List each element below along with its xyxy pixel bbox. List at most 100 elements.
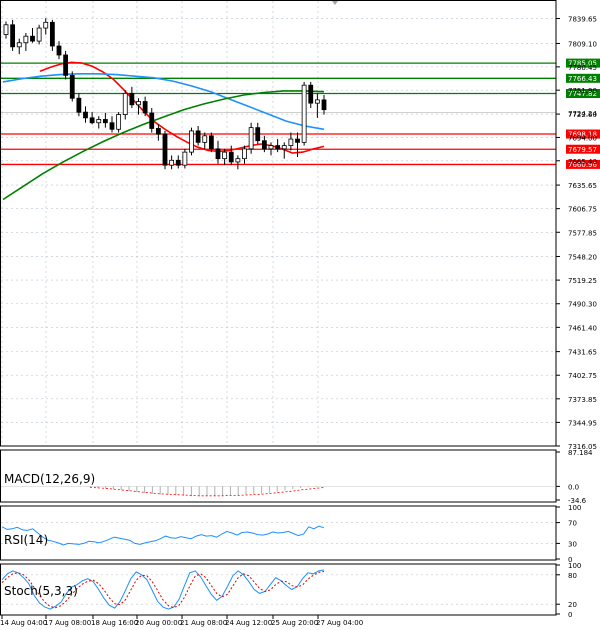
candle-body xyxy=(208,135,214,150)
stoch-k-line xyxy=(1,569,325,610)
candle-body xyxy=(228,151,234,163)
x-tick-label: 20 Aug 00:00 xyxy=(135,619,182,627)
candle-body xyxy=(142,101,148,114)
candle-body xyxy=(102,119,108,124)
candle-body xyxy=(314,99,320,104)
candle-body xyxy=(301,84,307,143)
rsi-pane-border xyxy=(0,505,557,561)
candle-body xyxy=(96,119,102,124)
candle-body xyxy=(155,128,161,135)
candle-body xyxy=(10,24,16,48)
candle-body xyxy=(308,84,314,104)
candle-body xyxy=(129,92,135,106)
y-tick-label: 7577.85 xyxy=(568,229,597,237)
rsi-line xyxy=(1,525,325,546)
candle-body xyxy=(83,111,88,119)
candle-body xyxy=(248,127,254,150)
x-tick-label: 18 Aug 16:00 xyxy=(91,619,138,627)
candle-body xyxy=(255,127,261,142)
level-label: 7766.43 xyxy=(568,75,597,83)
rsi-tick-label: 70 xyxy=(568,520,577,528)
y-tick-label: 7809.10 xyxy=(568,40,597,48)
candle-body xyxy=(169,159,175,166)
stoch-tick-label: 100 xyxy=(568,562,581,570)
stoch-tick-label: 0 xyxy=(568,611,572,619)
level-badge xyxy=(566,144,600,154)
candle-body xyxy=(261,140,267,150)
y-tick-label: 7665.40 xyxy=(568,158,597,166)
candle-body xyxy=(3,24,9,35)
candle-body xyxy=(16,42,22,48)
stoch-tick-label: 20 xyxy=(568,601,577,609)
candle-body xyxy=(49,21,55,47)
candle-body xyxy=(295,138,300,143)
stoch-pane-border xyxy=(0,563,557,616)
x-tick-label: 24 Aug 12:00 xyxy=(225,619,272,627)
candle-body xyxy=(182,151,188,166)
macd-tick-label: 87.184 xyxy=(568,449,593,457)
candle-body xyxy=(116,114,122,130)
x-tick-label: 17 Aug 08:00 xyxy=(44,619,91,627)
ma-series-line xyxy=(2,73,325,131)
level-badge xyxy=(566,73,600,83)
stoch-tick-label: 80 xyxy=(568,572,577,580)
y-tick-label: 7780.45 xyxy=(568,64,597,72)
candle-body xyxy=(268,145,274,150)
candle-body xyxy=(76,97,82,113)
candle-body xyxy=(69,74,75,99)
macd-title: MACD(12,26,9) xyxy=(4,472,95,486)
candle-body xyxy=(288,138,294,147)
candle-body xyxy=(23,35,29,44)
candle-body xyxy=(36,27,42,42)
stoch-d-line xyxy=(1,570,325,609)
level-label: 7679.57 xyxy=(568,146,597,154)
level-badge xyxy=(566,89,600,99)
level-badge xyxy=(566,129,600,139)
candle-body xyxy=(189,130,194,153)
y-tick-label: 7839.65 xyxy=(568,16,597,24)
candle-body xyxy=(109,122,115,130)
candle-body xyxy=(215,148,221,160)
macd-signal-line xyxy=(89,486,325,497)
y-tick-label: 7344.95 xyxy=(568,419,597,427)
candle-body xyxy=(63,54,69,76)
y-tick-label: 7694.00 xyxy=(568,134,597,142)
candle-body xyxy=(202,135,208,143)
x-tick-label: 21 Aug 08:00 xyxy=(180,619,227,627)
candle-body xyxy=(162,133,168,166)
candle-body xyxy=(56,45,62,56)
candle-body xyxy=(281,145,287,150)
level-badge xyxy=(566,159,600,169)
candle-body xyxy=(321,99,327,111)
ma-series-line xyxy=(2,90,325,201)
candle-body xyxy=(43,21,49,29)
y-tick-label: 7751.90 xyxy=(568,87,597,95)
y-tick-label: 7548.20 xyxy=(568,253,597,261)
x-tick-label: 27 Aug 04:00 xyxy=(316,619,363,627)
y-tick-label: 7490.30 xyxy=(568,301,597,309)
rsi-tick-label: 0 xyxy=(568,556,572,564)
macd-tick-label: -34.6 xyxy=(568,497,587,505)
rsi-tick-label: 100 xyxy=(568,504,581,512)
level-label: 7785.05 xyxy=(568,60,597,68)
level-label: 7660.96 xyxy=(568,161,597,169)
candle-body xyxy=(235,158,241,163)
y-tick-label: 7461.40 xyxy=(568,324,597,332)
level-label: 7698.18 xyxy=(568,131,597,139)
candle-body xyxy=(222,151,228,160)
stoch-title: Stoch(5,3,3) xyxy=(4,584,78,598)
shift-marker-icon xyxy=(332,1,338,5)
y-tick-label: 7431.65 xyxy=(568,349,597,357)
y-tick-label: 7402.75 xyxy=(568,372,597,380)
current-price-label: 7724.24 xyxy=(568,110,597,118)
y-tick-label: 7373.85 xyxy=(568,396,597,404)
candle-body xyxy=(30,35,35,42)
candle-body xyxy=(149,112,155,129)
level-label: 7747.82 xyxy=(568,90,597,98)
main-pane-border xyxy=(0,0,557,447)
candle-body xyxy=(122,92,128,115)
y-tick-label: 7635.65 xyxy=(568,182,597,190)
macd-pane-border xyxy=(0,449,557,503)
